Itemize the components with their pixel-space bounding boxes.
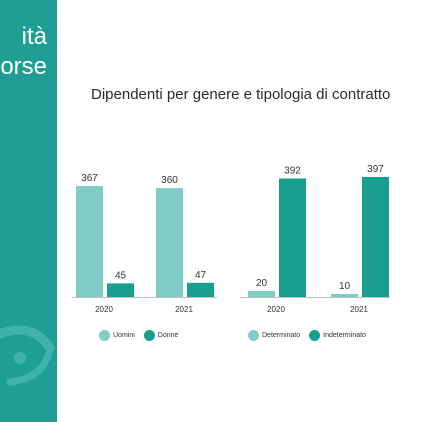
data-label-1-2021-uomini: 360 [161, 175, 178, 186]
legend-item-determinato: Determinato [248, 330, 300, 341]
legend-item-uomini: Uomini [99, 330, 135, 341]
data-label-2-2021-determinato: 10 [339, 281, 351, 292]
legend-label-donne: Donne [157, 332, 179, 339]
logo-icon [0, 325, 55, 386]
side-title-line2: orse [0, 53, 47, 80]
bar-1-2020-uomini [76, 186, 103, 297]
legend-label-indeterminato: Indeterminato [323, 332, 366, 339]
bar-2-2021-determinato [331, 293, 358, 297]
legend-swatch-determinato [248, 330, 259, 341]
data-label-2-2020-indeterminato: 392 [284, 165, 301, 176]
legend-label-uomini: Uomini [113, 332, 135, 339]
data-label-2-2020-determinato: 20 [256, 278, 268, 289]
bar-2-2021-indeterminato [362, 176, 389, 297]
chart-title: Dipendenti per genere e tipologia di con… [91, 86, 391, 103]
legend-swatch-donne [143, 330, 155, 341]
data-label-1-2020-donne: 45 [115, 270, 127, 281]
legend-label-determinato: Determinato [262, 332, 301, 339]
x-tick-label-2-2021: 2021 [350, 305, 368, 314]
side-title: ità orse [0, 22, 47, 82]
bar-1-2021-uomini [156, 188, 183, 297]
x-tick-label-1-2021: 2021 [175, 305, 193, 314]
x-tick-label-1-2020: 2020 [95, 305, 113, 314]
bar-1-2020-donne [107, 283, 134, 297]
x-tick-label-2-2020: 2020 [267, 305, 285, 314]
bar-2-2020-determinato [248, 290, 275, 297]
data-label-1-2021-donne: 47 [195, 270, 207, 281]
legend-item-indeterminato: Indeterminato [309, 330, 366, 341]
side-title-line1: ità [21, 23, 47, 50]
legend-swatch-indeterminato [309, 330, 321, 341]
bar-1-2021-donne [187, 282, 214, 297]
data-label-2-2021-indeterminato: 397 [367, 164, 384, 175]
data-label-1-2020-uomini: 367 [81, 173, 98, 184]
legend-gender: Uomini Donne [99, 330, 187, 341]
legend-item-donne: Donne [143, 330, 179, 341]
side-panel: ità orse [0, 0, 57, 422]
bar-2-2020-indeterminato [279, 178, 306, 297]
legend-contract: Determinato Indeterminato [248, 330, 375, 341]
legend-swatch-uomini [99, 330, 110, 341]
